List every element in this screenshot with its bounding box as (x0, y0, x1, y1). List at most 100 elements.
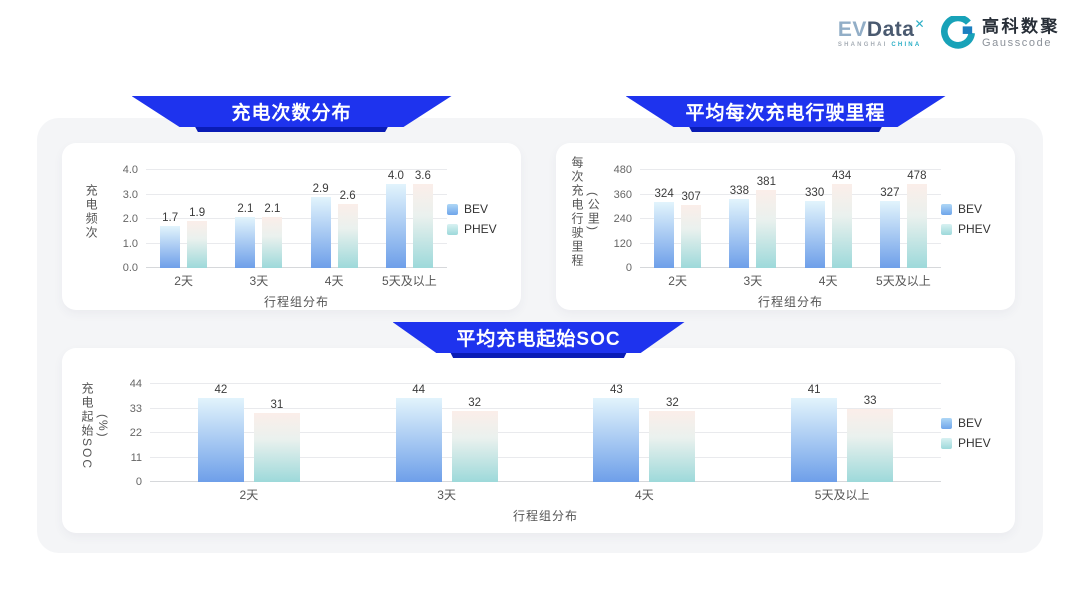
bar-phev-2天[interactable] (681, 205, 702, 268)
y-tick-label: 480 (613, 164, 632, 176)
bar-phev-5天及以上[interactable] (847, 408, 894, 482)
bar-value-label: 44 (412, 384, 426, 396)
y-axis-title: 充电起始SOC (%) (78, 370, 112, 482)
bar-phev-4天[interactable] (337, 204, 358, 268)
y-axis-title-line: 充电频次 (84, 184, 99, 240)
brand-header: EVData✕ SHANGHAI CHINA 高科数聚 Gausscode (838, 16, 1060, 50)
chart-body: 每次充电行驶里程 (公里) 0 120 240 360 480 324 307 338 381… (556, 143, 1015, 310)
bar-value-label: 32 (468, 396, 482, 409)
evdata-data-text: Data (866, 18, 915, 41)
legend-label-bev: BEV (958, 202, 983, 216)
bars-layer: 1.7 1.9 2.1 2.1 2.9 2.6 4.0 3.6 (146, 170, 447, 268)
x-category-label: 2天 (668, 274, 687, 288)
bar-phev-3天[interactable] (451, 410, 498, 482)
bar-value-label: 2.6 (339, 190, 356, 203)
chart-body: 充电起始SOC (%) 0 11 22 33 44 42 31 44 32 43 32 41 33 2… (62, 348, 1015, 524)
legend-item-bev[interactable]: BEV (941, 202, 1007, 216)
bar-phev-2天[interactable] (253, 412, 300, 482)
bar-value-label: 478 (907, 170, 927, 182)
gridline (146, 242, 447, 244)
banner-ribbon: 平均每次充电行驶里程 (625, 96, 946, 127)
bar-phev-4天[interactable] (831, 184, 852, 268)
x-axis-title: 行程组分布 (757, 295, 823, 309)
bar-group-4天: 43 32 (546, 384, 744, 482)
bar-phev-3天[interactable] (756, 190, 777, 268)
bar-column: 44 (395, 384, 442, 482)
gridline (640, 218, 941, 219)
y-tick-label: 0 (135, 476, 142, 488)
bar-phev-5天及以上[interactable] (412, 184, 433, 268)
legend-item-bev[interactable]: BEV (447, 202, 513, 216)
legend-label-bev: BEV (464, 202, 489, 216)
bar-phev-5天及以上[interactable] (906, 184, 927, 268)
bar-group-3天: 44 32 (348, 384, 546, 482)
bar-column: 32 (649, 384, 696, 482)
bar-group-4天: 330 434 (791, 170, 866, 268)
bar-column: 43 (593, 384, 640, 482)
gridline (640, 267, 941, 268)
bar-phev-3天[interactable] (262, 216, 283, 268)
bar-bev-5天及以上[interactable] (879, 201, 900, 268)
bar-column: 32 (451, 384, 498, 482)
chart-title: 平均每次充电行驶里程 (685, 103, 886, 124)
gridline (146, 267, 447, 268)
plot-area: 324 307 338 381 330 434 327 478 (640, 169, 941, 268)
x-axis-categories: 2天 3天 4天 5天及以上 (640, 272, 941, 289)
bar-group-3天: 338 381 (715, 170, 790, 268)
bar-column: 434 (831, 170, 852, 268)
bar-phev-4天[interactable] (649, 410, 696, 482)
gridline (146, 193, 447, 195)
bar-bev-3天[interactable] (395, 398, 442, 482)
gridline (150, 481, 941, 482)
bar-value-label: 3.6 (414, 170, 431, 182)
evdata-tagline-country: CHINA (891, 42, 922, 48)
bar-column: 330 (804, 170, 825, 268)
bar-value-label: 4.0 (387, 170, 404, 182)
legend: BEV PHEV (447, 170, 513, 268)
bar-phev-2天[interactable] (187, 221, 208, 268)
x-category-label: 3天 (437, 488, 456, 502)
bar-column: 42 (197, 384, 244, 482)
bar-value-label: 324 (654, 187, 674, 200)
x-category-label: 5天及以上 (876, 274, 931, 288)
bar-bev-5天及以上[interactable] (385, 184, 406, 268)
legend-item-phev[interactable]: PHEV (941, 222, 1007, 236)
bar-bev-4天[interactable] (310, 196, 331, 268)
bar-column: 2.9 (310, 170, 331, 268)
chart-title-banner: 充电次数分布 (131, 96, 452, 133)
y-tick-label: 4.0 (122, 164, 138, 176)
legend-item-bev[interactable]: BEV (941, 416, 1007, 430)
legend-label-phev: PHEV (464, 222, 497, 236)
bar-bev-4天[interactable] (804, 200, 825, 268)
gridline (146, 169, 447, 170)
bar-bev-3天[interactable] (729, 199, 750, 268)
bar-bev-2天[interactable] (197, 398, 244, 482)
gridline (146, 218, 447, 219)
bar-bev-3天[interactable] (235, 216, 256, 268)
bar-group-5天及以上: 4.0 3.6 (372, 170, 447, 268)
x-category-label: 2天 (174, 274, 193, 288)
legend-item-phev[interactable]: PHEV (447, 222, 513, 236)
y-tick-label: 22 (129, 427, 142, 439)
bar-value-label: 434 (832, 170, 852, 182)
bar-column: 338 (729, 170, 750, 268)
bar-value-label: 2.1 (264, 202, 281, 215)
y-axis-title-line: (公里) (586, 192, 601, 232)
bar-bev-4天[interactable] (593, 398, 640, 482)
legend-item-phev[interactable]: PHEV (941, 436, 1007, 450)
y-tick-label: 2.0 (122, 213, 138, 225)
bar-column: 324 (654, 170, 675, 268)
gridline (640, 169, 941, 170)
bar-group-2天: 1.7 1.9 (146, 170, 221, 268)
bar-bev-2天[interactable] (160, 226, 181, 268)
gausscode-logo: 高科数聚 Gausscode (941, 16, 1060, 50)
y-tick-label: 120 (613, 237, 632, 250)
bar-bev-2天[interactable] (654, 201, 675, 268)
evdata-logo: EVData✕ SHANGHAI CHINA (838, 18, 925, 48)
y-tick-label: 1.0 (122, 237, 138, 250)
bar-column: 307 (681, 170, 702, 268)
bar-bev-5天及以上[interactable] (791, 398, 838, 482)
bar-column: 31 (253, 384, 300, 482)
bar-value-label: 32 (665, 396, 679, 409)
